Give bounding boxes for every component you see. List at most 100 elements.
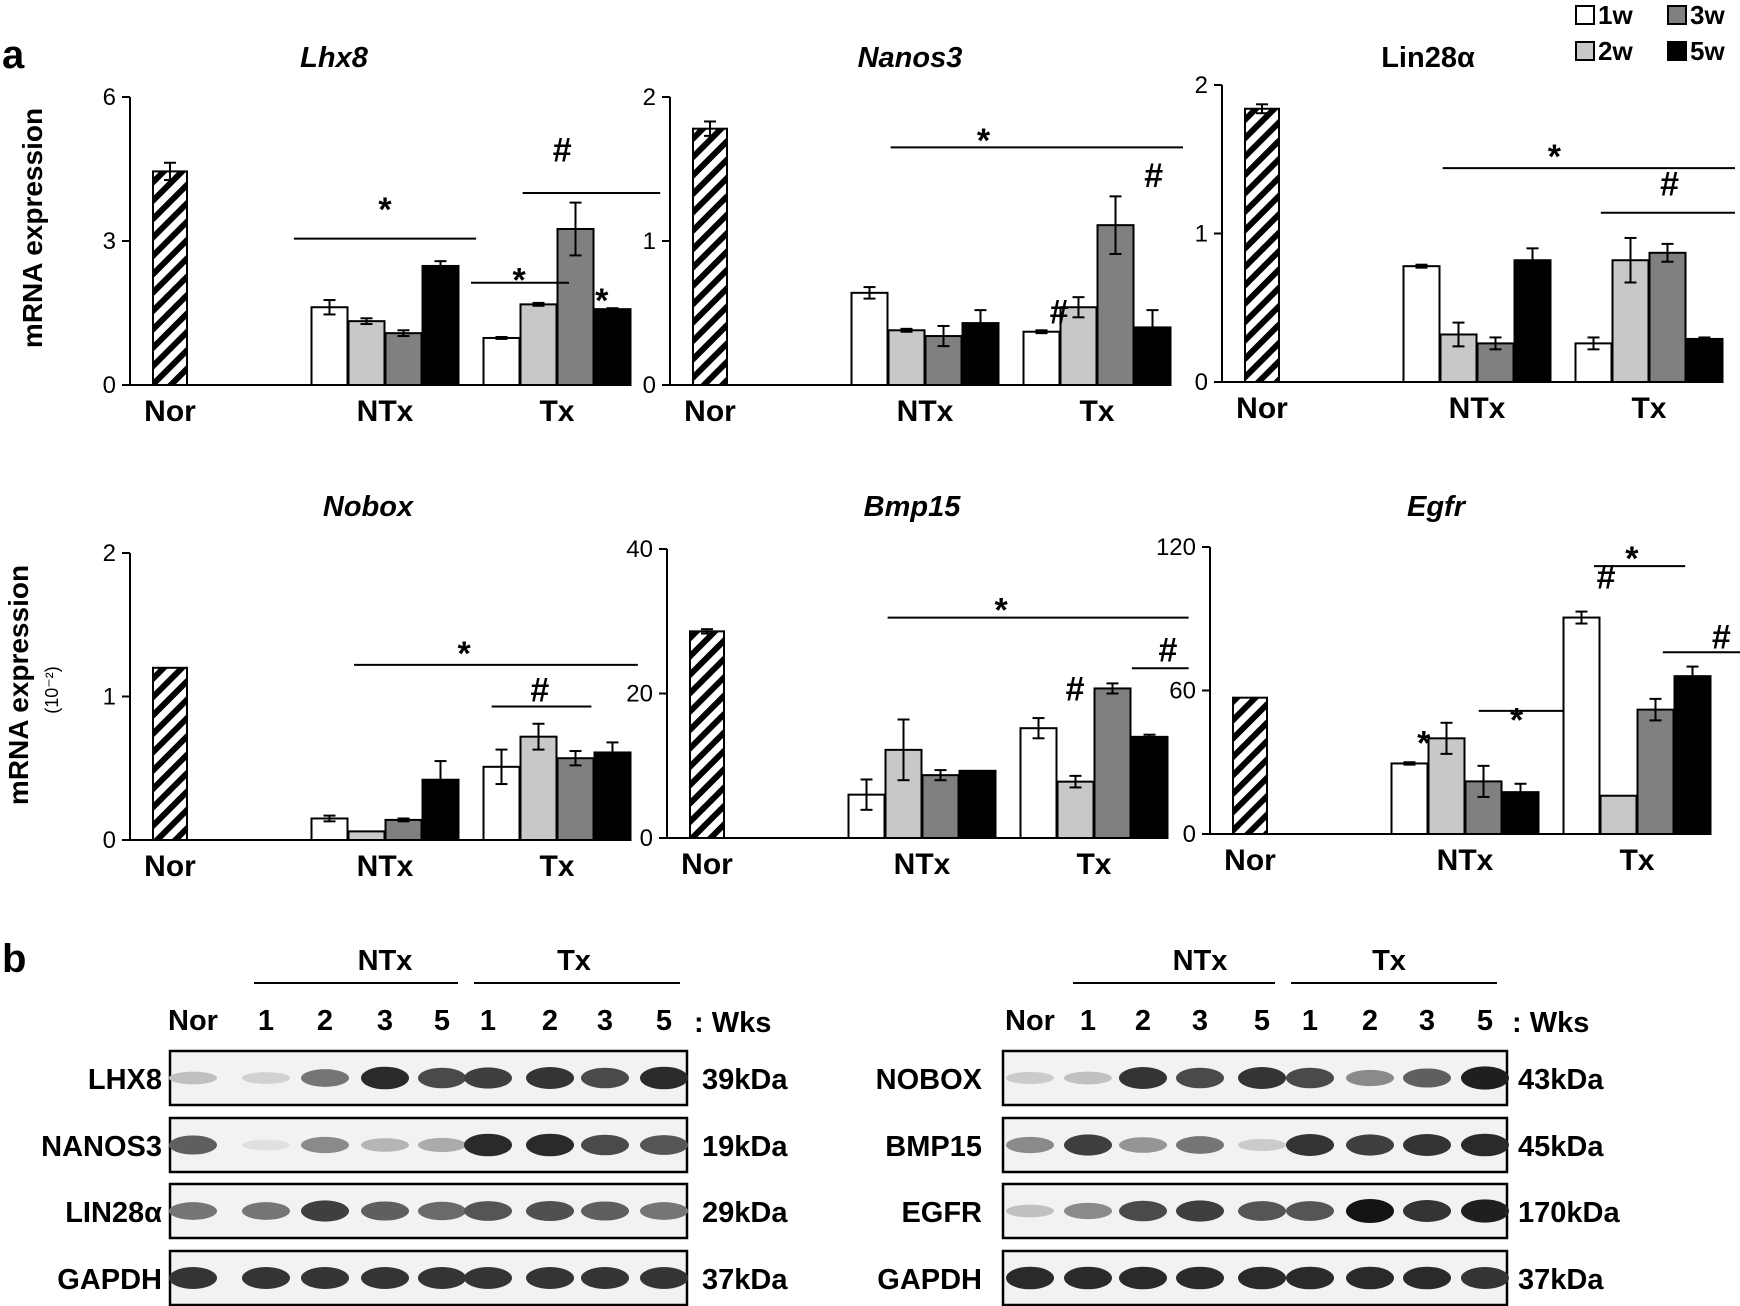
lane-label: 5 [1477, 1005, 1493, 1037]
bar-tx-5w [593, 751, 632, 842]
molecular-weight-label: 43kDa [1518, 1064, 1604, 1096]
blot-band [1461, 1133, 1509, 1157]
blot-band [1176, 1200, 1224, 1222]
blot-band [169, 1202, 217, 1220]
group-label-ntx: NTx [897, 395, 954, 428]
blot-band [464, 1201, 512, 1221]
y-tick-label: 1 [1195, 221, 1208, 248]
blot-band [1006, 1136, 1054, 1154]
y-tick-label: 120 [1156, 534, 1196, 561]
blot-band [361, 1267, 409, 1289]
blot-band [169, 1135, 217, 1155]
lane-label: Nor [168, 1005, 218, 1037]
significance-hash: # [1712, 618, 1731, 656]
chart-lin28: 0 1 2 Lin28α Nor NTx Tx * # [1195, 42, 1735, 425]
y-tick-label: 6 [103, 84, 116, 111]
bar-nor [692, 127, 728, 386]
blot-band [301, 1136, 349, 1154]
panel-a-label: a [2, 33, 25, 77]
blot-band [1286, 1134, 1334, 1156]
chart-title: Egfr [1407, 491, 1467, 523]
blot-band [581, 1067, 629, 1089]
significance-star: * [977, 122, 991, 160]
blot-band [242, 1267, 290, 1289]
blot-band [242, 1139, 290, 1151]
y-tick-label: 60 [1169, 678, 1196, 705]
molecular-weight-label: 170kDa [1518, 1197, 1620, 1229]
blot-band [169, 1267, 217, 1289]
bar-tx-5w [1130, 735, 1169, 839]
blot-band [526, 1067, 574, 1089]
y-tick-label: 2 [643, 84, 656, 111]
bar-tx-2w [1599, 794, 1638, 836]
blot-band [1286, 1201, 1334, 1221]
blot-band [640, 1202, 688, 1220]
y-tick-label: 0 [640, 825, 653, 852]
bar-ntx-1w [310, 306, 349, 386]
bar-ntx-2w [1427, 737, 1466, 835]
lane-label: 2 [1135, 1005, 1151, 1037]
blot-band [1064, 1202, 1112, 1220]
legend-label-1w: 1w [1598, 0, 1633, 30]
y-tick-label: 1 [643, 228, 656, 255]
blot-band [581, 1201, 629, 1221]
blot-band [640, 1267, 688, 1289]
protein-label: NANOS3 [41, 1131, 162, 1163]
significance-star: * [1548, 138, 1562, 176]
bar-tx-2w [1056, 780, 1095, 840]
lane-label: Nor [1005, 1005, 1055, 1037]
legend-label-5w: 5w [1690, 36, 1725, 66]
molecular-weight-label: 29kDa [702, 1197, 788, 1229]
bar-tx-5w [593, 308, 632, 386]
blot-band [361, 1138, 409, 1152]
blot-band [1461, 1267, 1509, 1289]
blot-band [418, 1067, 466, 1089]
bar-ntx-5w [421, 264, 460, 386]
blot-band [1403, 1134, 1451, 1156]
legend: 1w 3w 2w 5w [1575, 0, 1725, 66]
significance-hash: # [1066, 671, 1085, 709]
group-label-nor: Nor [684, 395, 736, 428]
bar-tx-2w [519, 735, 558, 841]
y-axis-label-bottom: mRNA expression [3, 565, 34, 805]
group-label-ntx: NTx [1449, 392, 1506, 425]
group-label-ntx: NTx [357, 850, 414, 883]
bar-ntx-2w [347, 830, 386, 842]
blot-band [1238, 1266, 1286, 1290]
group-label-tx: Tx [1079, 395, 1114, 428]
bar-tx-3w [556, 757, 595, 842]
lane-label: 1 [1080, 1005, 1096, 1037]
bar-ntx-5w [958, 769, 997, 839]
bar-ntx-1w [850, 291, 889, 386]
significance-star: * [1417, 724, 1431, 762]
chart-title: Nanos3 [858, 42, 963, 74]
blot-band [1403, 1266, 1451, 1290]
lane-label: 5 [656, 1005, 672, 1037]
blot-band [1064, 1266, 1112, 1290]
blot-band [242, 1072, 290, 1084]
blot-band [1119, 1200, 1167, 1222]
blot-band [1006, 1266, 1054, 1290]
lane-label: 5 [434, 1005, 450, 1037]
bar-nor [1232, 696, 1268, 835]
significance-hash: # [1144, 157, 1163, 195]
panel-b-label: b [2, 937, 26, 981]
legend-swatch-5w [1667, 41, 1687, 61]
blot-band [640, 1066, 688, 1090]
group-label-nor: Nor [1236, 392, 1288, 425]
blot-band [301, 1267, 349, 1289]
y-tick-label: 20 [626, 681, 653, 708]
bar-ntx-1w [1402, 265, 1441, 384]
blot-band [640, 1135, 688, 1155]
significance-star: * [1510, 702, 1524, 740]
blot-band [526, 1133, 574, 1157]
bar-tx-3w [1648, 251, 1687, 383]
blot-band [1006, 1204, 1054, 1218]
group-label-tx: Tx [1619, 844, 1654, 877]
significance-hash: # [1050, 294, 1069, 332]
significance-star: * [513, 262, 527, 300]
blot-group-label-ntx: NTx [1173, 945, 1228, 977]
